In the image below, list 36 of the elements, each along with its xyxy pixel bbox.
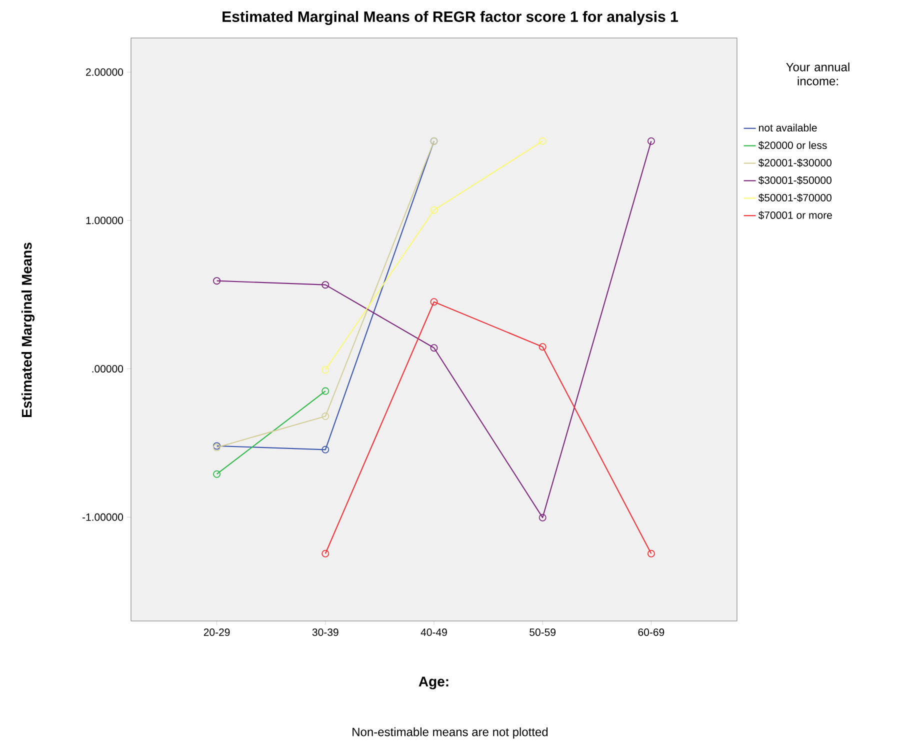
- point: [430, 298, 438, 306]
- legend-title: Your annual income:: [786, 62, 850, 86]
- legend-label: $30001-$50000: [758, 176, 832, 185]
- legend-label: $20000 or less: [758, 141, 827, 150]
- legend-label: $70001 or more: [758, 211, 832, 220]
- point: [430, 344, 438, 352]
- legend-label: $20001-$30000: [758, 158, 832, 168]
- y-tick-label: -1.00000: [82, 513, 124, 521]
- point: [322, 412, 330, 420]
- x-tick-label: 20-29: [204, 628, 230, 636]
- point: [322, 281, 330, 289]
- x-tick-label: 60-69: [638, 628, 664, 636]
- point: [538, 137, 546, 145]
- point: [322, 446, 330, 454]
- point: [213, 277, 221, 285]
- y-tick-label: 2.00000: [86, 68, 124, 76]
- point: [322, 387, 330, 395]
- x-tick-label: 30-39: [312, 628, 338, 636]
- x-tick-label: 50-59: [530, 628, 556, 636]
- point: [538, 343, 546, 351]
- point: [322, 366, 330, 374]
- y-axis-title: Estimated Marginal Means: [21, 242, 35, 417]
- x-axis-title: Age:: [418, 676, 448, 690]
- y-tick-label: 1.00000: [86, 216, 124, 224]
- y-tick-label: .00000: [92, 365, 124, 373]
- point: [647, 137, 655, 145]
- text: Non-estimable means are not plotted: [352, 727, 548, 739]
- point: [322, 550, 330, 558]
- legend-label: $50001-$70000: [758, 194, 832, 202]
- x-tick-label: 40-49: [420, 628, 447, 636]
- point: [538, 514, 546, 522]
- point: [430, 206, 438, 214]
- point: [647, 550, 655, 558]
- chart-title: Estimated Marginal Means of REGR factor score 1 for analysis 1: [222, 10, 678, 26]
- point: [213, 470, 221, 478]
- legend-label: not available: [759, 124, 817, 132]
